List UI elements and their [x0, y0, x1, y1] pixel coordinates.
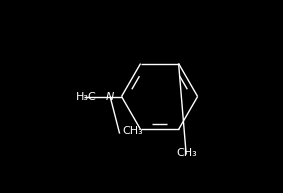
Text: CH₃: CH₃ — [177, 148, 198, 158]
Text: CH₃: CH₃ — [123, 126, 143, 136]
Text: H₃C: H₃C — [76, 91, 97, 102]
Text: N: N — [106, 91, 114, 102]
